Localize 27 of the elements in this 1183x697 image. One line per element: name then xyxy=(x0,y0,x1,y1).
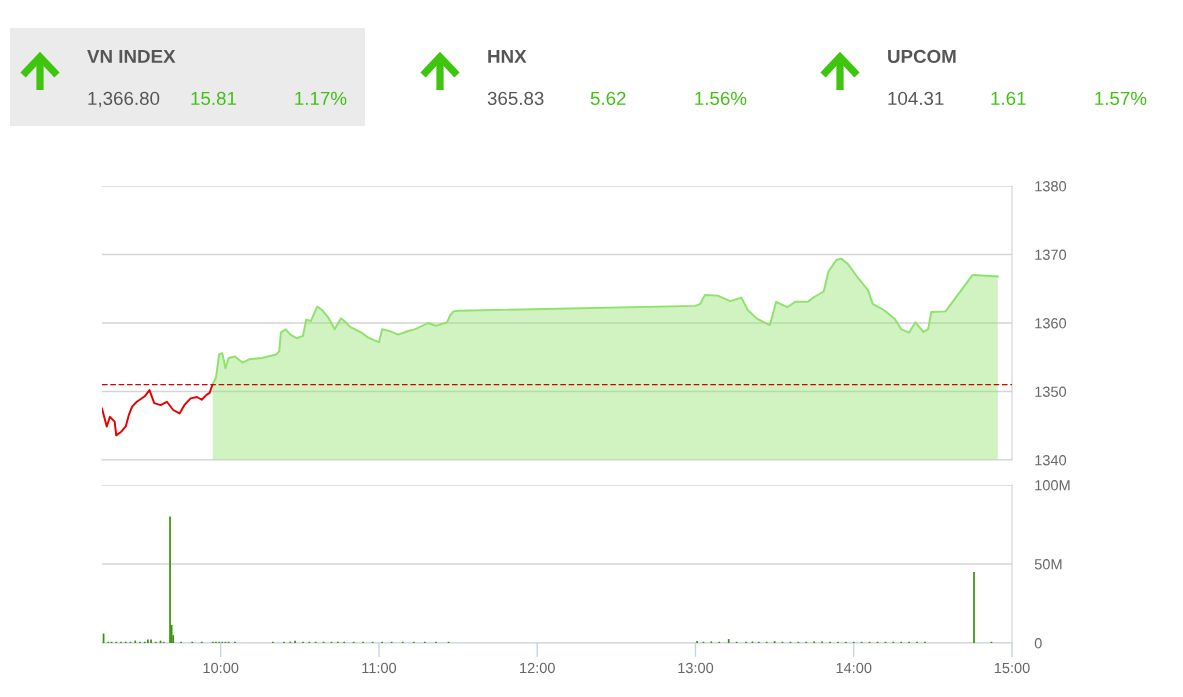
text: 5.62 xyxy=(590,91,626,106)
text: 104.31 xyxy=(888,91,944,106)
text: 1.61 xyxy=(991,91,1026,106)
y-tick-label: 100M xyxy=(1035,480,1070,491)
text: 1.56% xyxy=(695,91,747,106)
text: 1.17% xyxy=(295,91,347,105)
text: 1,366.80 xyxy=(88,91,160,108)
x-tick-label: 14:00 xyxy=(836,662,872,674)
x-tick-label: 12:00 xyxy=(520,662,555,674)
x-tick-label: 10:00 xyxy=(203,662,239,674)
y-tick-label: 1350 xyxy=(1035,386,1067,397)
y-tick-label: 1360 xyxy=(1035,318,1067,329)
text: UPCOM xyxy=(888,49,956,64)
x-tick-label: 11:00 xyxy=(362,662,397,674)
text: 365.83 xyxy=(487,91,544,106)
y-tick-label: 0 xyxy=(1034,638,1042,649)
y-tick-label: 1370 xyxy=(1035,249,1067,260)
y-tick-label: 50M xyxy=(1034,559,1062,570)
line-series xyxy=(102,383,214,437)
text: 15.81 xyxy=(191,91,237,106)
x-tick-label: 13:00 xyxy=(678,662,714,674)
y-tick-label: 1340 xyxy=(1035,455,1067,466)
y-tick-label: 1380 xyxy=(1035,181,1067,192)
text: 1.57% xyxy=(1095,91,1147,106)
x-tick-label: 15:00 xyxy=(994,662,1030,674)
text: HNX xyxy=(488,49,527,63)
text: VN INDEX xyxy=(87,49,176,63)
